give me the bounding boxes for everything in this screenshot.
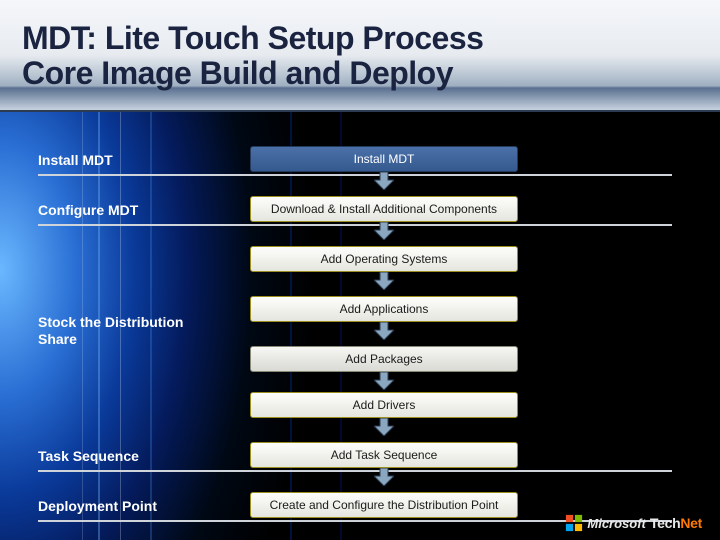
title-line-2: Core Image Build and Deploy bbox=[22, 55, 453, 91]
footer-logo: Microsoft TechNet bbox=[565, 514, 702, 532]
section-label: Configure MDT bbox=[38, 202, 228, 219]
diagram-area: Install MDT Configure MDT Stock the Distri… bbox=[0, 120, 720, 510]
microsoft-flag-icon bbox=[565, 514, 583, 532]
down-arrow-icon bbox=[374, 272, 394, 290]
microsoft-text: Microsoft bbox=[587, 516, 646, 531]
process-box: Add Task Sequence bbox=[250, 442, 518, 468]
process-box: Add Packages bbox=[250, 346, 518, 372]
process-box: Install MDT bbox=[250, 146, 518, 172]
process-box: Create and Configure the Distribution Po… bbox=[250, 492, 518, 518]
process-box: Add Operating Systems bbox=[250, 246, 518, 272]
process-box: Add Applications bbox=[250, 296, 518, 322]
title-line-1: MDT: Lite Touch Setup Process bbox=[22, 20, 483, 56]
net-text: Net bbox=[680, 515, 702, 531]
down-arrow-icon bbox=[374, 468, 394, 486]
process-box: Add Drivers bbox=[250, 392, 518, 418]
down-arrow-icon bbox=[374, 222, 394, 240]
process-box: Download & Install Additional Components bbox=[250, 196, 518, 222]
section-label: Stock the Distribution Share bbox=[38, 314, 228, 348]
section-label: Task Sequence bbox=[38, 448, 228, 465]
down-arrow-icon bbox=[374, 322, 394, 340]
section-label: Deployment Point bbox=[38, 498, 228, 515]
section-label: Install MDT bbox=[38, 152, 228, 169]
title-bar: MDT: Lite Touch Setup Process Core Image… bbox=[0, 0, 720, 112]
down-arrow-icon bbox=[374, 172, 394, 190]
technet-text: TechNet bbox=[650, 515, 702, 531]
tech-text: Tech bbox=[650, 515, 680, 531]
down-arrow-icon bbox=[374, 418, 394, 436]
slide-title: MDT: Lite Touch Setup Process Core Image… bbox=[22, 21, 698, 91]
down-arrow-icon bbox=[374, 372, 394, 390]
